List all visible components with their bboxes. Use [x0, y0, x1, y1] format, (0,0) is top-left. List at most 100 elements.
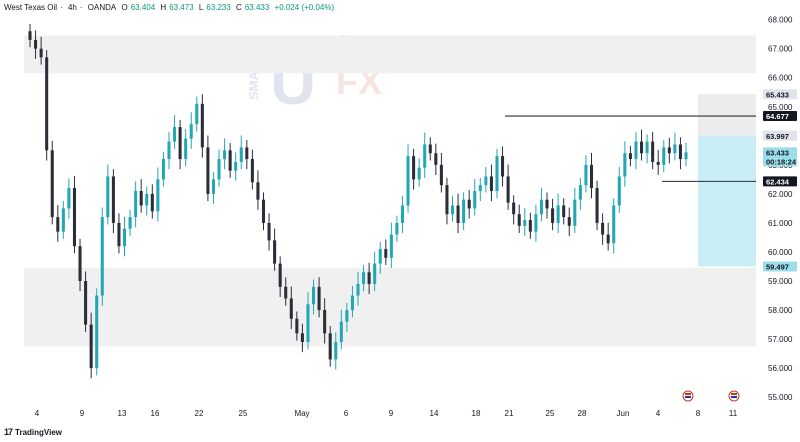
candle[interactable] [617, 166, 621, 213]
candle[interactable] [400, 195, 405, 234]
candle[interactable] [356, 272, 360, 306]
candle[interactable] [45, 50, 49, 161]
candle[interactable] [239, 135, 243, 170]
candle[interactable] [328, 326, 332, 367]
candle[interactable] [606, 222, 610, 251]
candle[interactable] [106, 164, 110, 225]
candle[interactable] [156, 167, 160, 222]
candle[interactable] [134, 181, 138, 228]
candle[interactable] [395, 215, 399, 242]
candle[interactable] [228, 143, 232, 178]
candle[interactable] [39, 36, 43, 65]
price-tag[interactable]: 64.677 [763, 111, 797, 122]
candle[interactable] [284, 277, 288, 306]
candle[interactable] [184, 129, 188, 167]
candle[interactable] [145, 186, 149, 216]
candle[interactable] [378, 241, 382, 274]
candle[interactable] [439, 152, 443, 193]
candle[interactable] [384, 239, 388, 266]
candle[interactable] [584, 155, 588, 193]
candle[interactable] [28, 23, 32, 48]
candle[interactable] [195, 96, 199, 132]
candle[interactable] [211, 172, 215, 205]
interval[interactable]: 4h [67, 3, 77, 12]
candle[interactable] [595, 180, 599, 231]
candle[interactable] [267, 213, 271, 251]
price-tag[interactable]: 59.497 [763, 261, 797, 272]
candle[interactable] [89, 312, 93, 379]
candle[interactable] [678, 137, 682, 170]
price-tag[interactable]: 63.997 [763, 130, 797, 141]
candle[interactable] [601, 213, 605, 245]
candle[interactable] [528, 212, 532, 239]
candle[interactable] [78, 238, 82, 292]
economic-event-flag-icon[interactable] [728, 390, 740, 402]
candle[interactable] [612, 198, 616, 254]
candle[interactable] [456, 193, 460, 234]
candle[interactable] [539, 187, 543, 222]
candle[interactable] [339, 309, 343, 350]
candle[interactable] [261, 192, 266, 231]
candle[interactable] [350, 285, 354, 318]
candle[interactable] [278, 256, 282, 297]
candle[interactable] [317, 277, 321, 318]
candle[interactable] [84, 271, 88, 332]
tradingview-brand[interactable]: 17 TradingView [4, 427, 62, 437]
candle[interactable] [223, 138, 227, 170]
candle[interactable] [289, 286, 293, 329]
candle[interactable] [117, 213, 121, 254]
candle[interactable] [173, 115, 177, 149]
candle[interactable] [473, 179, 477, 216]
candle[interactable] [72, 176, 77, 254]
candle[interactable] [161, 151, 165, 187]
price-tag[interactable]: 62.434 [763, 176, 797, 187]
candle[interactable] [651, 132, 655, 170]
candle[interactable] [250, 149, 254, 190]
candle[interactable] [567, 207, 571, 236]
candle[interactable] [573, 187, 577, 234]
candle[interactable] [306, 292, 310, 350]
candle[interactable] [512, 195, 516, 225]
candle[interactable] [506, 164, 510, 210]
candle[interactable] [517, 204, 521, 234]
candle[interactable] [639, 129, 644, 161]
candle[interactable] [139, 179, 143, 213]
candle[interactable] [373, 251, 377, 292]
candle[interactable] [450, 195, 455, 222]
candle[interactable] [484, 166, 488, 193]
candle[interactable] [256, 170, 260, 210]
candle[interactable] [467, 190, 471, 219]
candle[interactable] [34, 30, 38, 59]
candle[interactable] [478, 177, 482, 202]
candle[interactable] [551, 198, 555, 231]
candle[interactable] [111, 169, 115, 234]
candle[interactable] [645, 134, 649, 164]
candle[interactable] [462, 192, 466, 231]
candle[interactable] [362, 265, 366, 292]
supply-demand-zone-0[interactable] [24, 35, 756, 74]
candle[interactable] [300, 323, 304, 353]
candle[interactable] [428, 137, 432, 161]
candle[interactable] [200, 94, 204, 158]
candle[interactable] [545, 192, 549, 219]
candle[interactable] [562, 198, 566, 225]
candle[interactable] [95, 288, 99, 376]
candle[interactable] [217, 149, 221, 187]
candle[interactable] [684, 142, 688, 167]
economic-event-flag-icon[interactable] [682, 390, 694, 402]
candle[interactable] [206, 135, 210, 202]
candle[interactable] [345, 302, 349, 332]
candle[interactable] [578, 177, 582, 210]
candle[interactable] [311, 279, 316, 315]
candle[interactable] [667, 137, 671, 164]
candle[interactable] [534, 204, 538, 242]
candle[interactable] [501, 146, 505, 187]
candle[interactable] [178, 119, 182, 170]
supply-demand-zone-1[interactable] [24, 267, 756, 347]
candle[interactable] [167, 132, 171, 170]
candle[interactable] [417, 158, 421, 187]
candle[interactable] [100, 207, 104, 306]
candle[interactable] [273, 228, 277, 271]
